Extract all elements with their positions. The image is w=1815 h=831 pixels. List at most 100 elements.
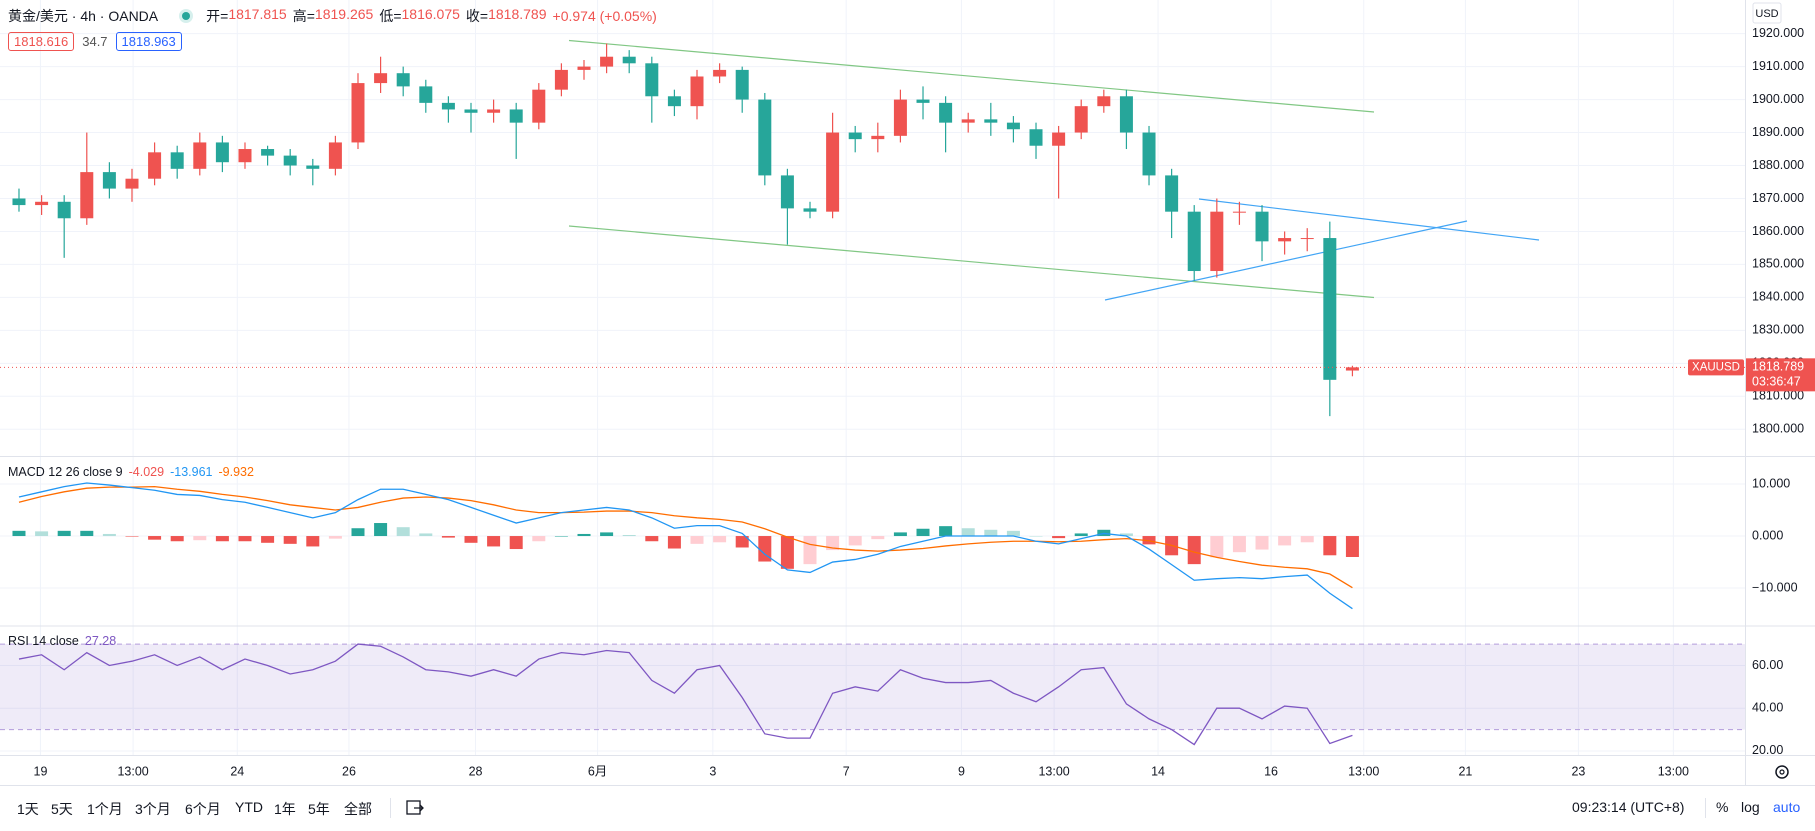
y-tick-label: 1880.000 xyxy=(1752,158,1804,172)
candle-body xyxy=(238,149,252,163)
range-button[interactable]: 6个月 xyxy=(185,801,221,817)
candle-body xyxy=(554,69,568,90)
candle-body xyxy=(577,66,591,70)
y-tick-label: −10.000 xyxy=(1752,580,1798,594)
histogram-bar xyxy=(12,530,26,537)
x-tick-label: 26 xyxy=(342,764,356,778)
macd-legend: MACD 12 26 close 9 -4.029 -13.961 -9.932 xyxy=(8,465,254,479)
symbol-tag-label: XAUUSD xyxy=(1692,361,1740,373)
candle-body xyxy=(396,73,410,87)
range-button[interactable]: 5年 xyxy=(308,801,330,817)
range-button[interactable]: 5天 xyxy=(51,801,73,817)
ohlc-label: 收= xyxy=(465,8,489,24)
range-button[interactable]: 1天 xyxy=(17,801,39,817)
candle-body xyxy=(1210,211,1224,272)
y-tick-label: 1900.000 xyxy=(1752,92,1804,106)
candle-body xyxy=(1006,122,1020,130)
histogram-bar xyxy=(261,536,275,543)
histogram-bar xyxy=(532,536,546,542)
candle-body xyxy=(1255,211,1269,242)
candle-body xyxy=(1323,238,1337,380)
candle-body xyxy=(1119,96,1133,133)
candle-body xyxy=(735,69,749,100)
y-tick-label: 0.000 xyxy=(1752,528,1783,542)
candle-body xyxy=(306,165,320,169)
goto-date-icon[interactable] xyxy=(405,798,425,818)
candle-body xyxy=(803,208,817,212)
histogram-bar xyxy=(826,536,840,551)
histogram-bar xyxy=(780,536,794,569)
settings-icon[interactable] xyxy=(1775,765,1789,779)
histogram-bar xyxy=(893,532,907,537)
ohlc-value: 1816.075 xyxy=(401,6,460,22)
ohlc-value: 1818.789 xyxy=(488,6,547,22)
candle-body xyxy=(1052,132,1066,146)
bid-box[interactable]: 1818.616 xyxy=(8,32,75,51)
candle-body xyxy=(984,119,998,123)
histogram-bar xyxy=(1232,536,1246,553)
x-tick-label: 24 xyxy=(230,764,244,778)
histogram-bar xyxy=(35,531,49,537)
candle-body xyxy=(1074,106,1088,133)
candle-body xyxy=(961,119,975,123)
histogram-bar xyxy=(939,526,953,537)
x-tick-label: 13:00 xyxy=(1348,764,1379,778)
rsi-title: RSI 14 close xyxy=(8,634,79,648)
range-button[interactable]: 3个月 xyxy=(135,801,171,817)
y-tick-label: 1920.000 xyxy=(1752,26,1804,40)
spread: 34.7 xyxy=(82,34,108,49)
x-tick-label: 21 xyxy=(1458,764,1472,778)
candle-body xyxy=(893,99,907,136)
x-tick-label: 14 xyxy=(1151,764,1165,778)
y-tick-label: 20.00 xyxy=(1752,743,1783,757)
toolbar-divider xyxy=(390,798,391,818)
ask-box[interactable]: 1818.963 xyxy=(115,32,182,51)
ohlc-label: 低= xyxy=(379,8,402,24)
histogram-bar xyxy=(1210,536,1224,558)
gear-hub[interactable] xyxy=(1779,769,1785,775)
range-button[interactable]: 全部 xyxy=(344,801,372,817)
range-button[interactable]: 1年 xyxy=(274,801,296,817)
candle-body xyxy=(758,99,772,176)
candle-body xyxy=(509,109,523,123)
x-tick-label: 23 xyxy=(1571,764,1585,778)
rsi-value: 27.28 xyxy=(84,634,117,648)
trend-line xyxy=(568,39,1375,113)
ohlc-low: 低= 1816.075 xyxy=(379,6,460,26)
candle-body xyxy=(667,96,681,107)
histogram-bar xyxy=(1074,533,1088,537)
histogram-bar xyxy=(125,536,139,537)
histogram-bar xyxy=(622,534,636,537)
histogram-bar xyxy=(713,536,727,543)
candle-body xyxy=(215,142,229,163)
scale-option[interactable]: log xyxy=(1741,799,1760,815)
range-button[interactable]: YTD xyxy=(235,799,263,815)
macd-line xyxy=(18,482,1353,610)
scale-option[interactable]: auto xyxy=(1773,799,1801,815)
candle-body xyxy=(871,135,885,140)
range-button[interactable]: 1个月 xyxy=(87,801,123,817)
ohlc-close: 收= 1818.789 xyxy=(466,6,547,26)
candle-body xyxy=(780,175,794,209)
candle-body xyxy=(261,149,275,156)
histogram-bar xyxy=(487,536,501,547)
histogram-bar xyxy=(1345,536,1359,557)
candle-body xyxy=(441,102,455,110)
candle-body xyxy=(690,76,704,107)
arrow[interactable] xyxy=(414,804,424,812)
y-tick-label: 10.000 xyxy=(1752,476,1790,490)
histogram-bar xyxy=(148,536,162,540)
scale-option[interactable]: % xyxy=(1716,799,1729,815)
x-tick-label: 3 xyxy=(709,764,716,778)
signal-line xyxy=(18,485,1353,589)
x-tick-label: 13:00 xyxy=(1658,764,1689,778)
y-tick-label: 60.00 xyxy=(1752,658,1783,672)
rsi-legend: RSI 14 close 27.28 xyxy=(8,634,116,648)
candle-body xyxy=(622,56,636,64)
histogram-bar xyxy=(916,528,930,537)
gear-ring[interactable] xyxy=(1775,765,1789,779)
y-tick-label: 1810.000 xyxy=(1752,389,1804,403)
y-tick-label: 1910.000 xyxy=(1752,59,1804,73)
candle-body xyxy=(170,152,184,169)
